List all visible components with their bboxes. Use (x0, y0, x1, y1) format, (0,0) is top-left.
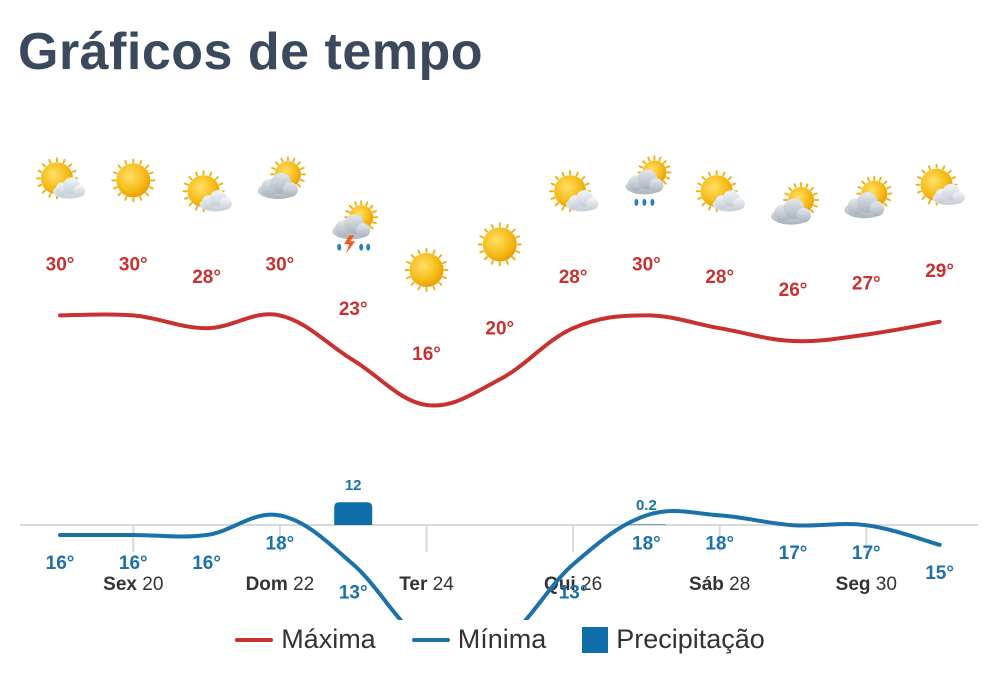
max-temp-label: 20° (485, 318, 514, 339)
x-tick-day: Seg (836, 574, 871, 595)
weather-chart: Sex 20 Dom 22 Ter 24 Qui 26 Sáb 28 Seg 30 120… (20, 155, 978, 620)
x-tick-day: Dom (246, 574, 288, 595)
x-tick-date: 28 (724, 574, 750, 595)
lightning-icon (344, 235, 356, 254)
min-temp-label: 13° (559, 582, 588, 603)
cloud-shape (332, 214, 371, 240)
page-title: Gráficos de tempo (18, 23, 484, 81)
min-temp-label: 13° (339, 582, 368, 603)
x-tick-date: 26 (576, 574, 602, 595)
legend-precip-swatch (582, 626, 609, 653)
min-temp-label: 15° (925, 563, 954, 584)
cloud-sun-icon (257, 156, 306, 200)
min-temp-label: 16° (119, 553, 148, 574)
cloud-shape (712, 190, 745, 212)
x-tick-label: Dom 22 (246, 574, 315, 595)
x-tick-date: 22 (288, 574, 314, 595)
precip-bar (627, 524, 666, 525)
precip-label: 12 (345, 477, 362, 494)
cloud-sun-icon (771, 182, 819, 225)
cloud-sun-icon (844, 175, 893, 219)
cloud-shape (199, 190, 232, 212)
x-tick-date: 24 (427, 574, 454, 595)
max-temp-label: 28° (559, 267, 588, 288)
min-temp-label: 18° (705, 533, 734, 554)
sun-disc (409, 253, 444, 287)
max-temp-label: 26° (779, 280, 808, 301)
sun-cloud-icon (695, 170, 745, 213)
legend-max-label: Máxima (281, 624, 376, 654)
sun-disc (482, 227, 517, 262)
cloud-shape (257, 172, 298, 200)
precip-label: 0.2 (636, 497, 657, 514)
min-temp-label: 16° (46, 553, 75, 574)
cloud-shape (932, 183, 965, 205)
sun-cloud-icon (549, 170, 599, 213)
legend-item-min[interactable]: Mínima (411, 624, 547, 655)
cloud-shape (844, 191, 885, 219)
min-temp-label: 17° (779, 543, 808, 564)
legend-max-swatch (235, 637, 274, 642)
max-temp-label: 27° (852, 274, 881, 295)
legend: Máxima Mínima Precipitação (0, 624, 1000, 655)
x-tick-day: Sex (103, 574, 137, 595)
sun-cloud-icon (36, 157, 86, 200)
x-tick-label: Ter 24 (399, 574, 454, 595)
max-temp-label: 29° (925, 261, 954, 282)
sun-icon (404, 248, 449, 292)
legend-min-label: Mínima (457, 624, 547, 654)
precip-bar (334, 502, 373, 525)
sun-rays (111, 158, 156, 203)
max-temp-label: 16° (412, 344, 441, 365)
sun-rays (477, 222, 522, 267)
max-temp-label: 30° (266, 254, 295, 275)
legend-min-swatch (411, 637, 450, 642)
min-temp-label: 18° (632, 533, 661, 554)
sun-icon (477, 222, 522, 267)
max-temp-label: 28° (192, 267, 221, 288)
sun-disc (116, 163, 151, 198)
x-tick-date: 30 (871, 574, 897, 595)
x-tick-label: Sex 20 (103, 574, 163, 595)
max-temp-label: 23° (339, 299, 368, 320)
thunderstorm-rain-icon (332, 200, 379, 254)
sun-rays (404, 248, 449, 292)
series-line-max (58, 312, 942, 408)
cloud-shape (565, 190, 599, 212)
legend-precip-label: Precipitação (616, 624, 765, 654)
sun-cloud-icon (915, 163, 965, 206)
max-temp-label: 28° (705, 267, 734, 288)
cloud-shape (625, 169, 664, 195)
min-temp-label: 18° (266, 533, 295, 554)
legend-item-precip[interactable]: Precipitação (582, 624, 765, 655)
max-temp-label: 30° (632, 254, 661, 275)
x-tick-label: Sáb 28 (689, 574, 750, 595)
min-temp-label: 16° (192, 553, 221, 574)
max-temp-label: 30° (46, 254, 75, 275)
series-line-min (58, 509, 942, 620)
sun-cloud-icon (182, 170, 232, 213)
min-temp-label: 17° (852, 543, 881, 564)
x-tick-day: Ter (399, 574, 428, 595)
x-tick-label: Seg 30 (836, 574, 897, 595)
x-tick-date: 20 (137, 574, 163, 595)
sun-icon (111, 158, 156, 203)
x-tick-day: Sáb (689, 574, 724, 595)
cloud-shape (52, 177, 86, 199)
cloud-sun-rain-icon (625, 155, 672, 206)
max-temp-label: 30° (119, 254, 148, 275)
cloud-shape (771, 198, 811, 225)
legend-item-max[interactable]: Máxima (235, 624, 376, 655)
